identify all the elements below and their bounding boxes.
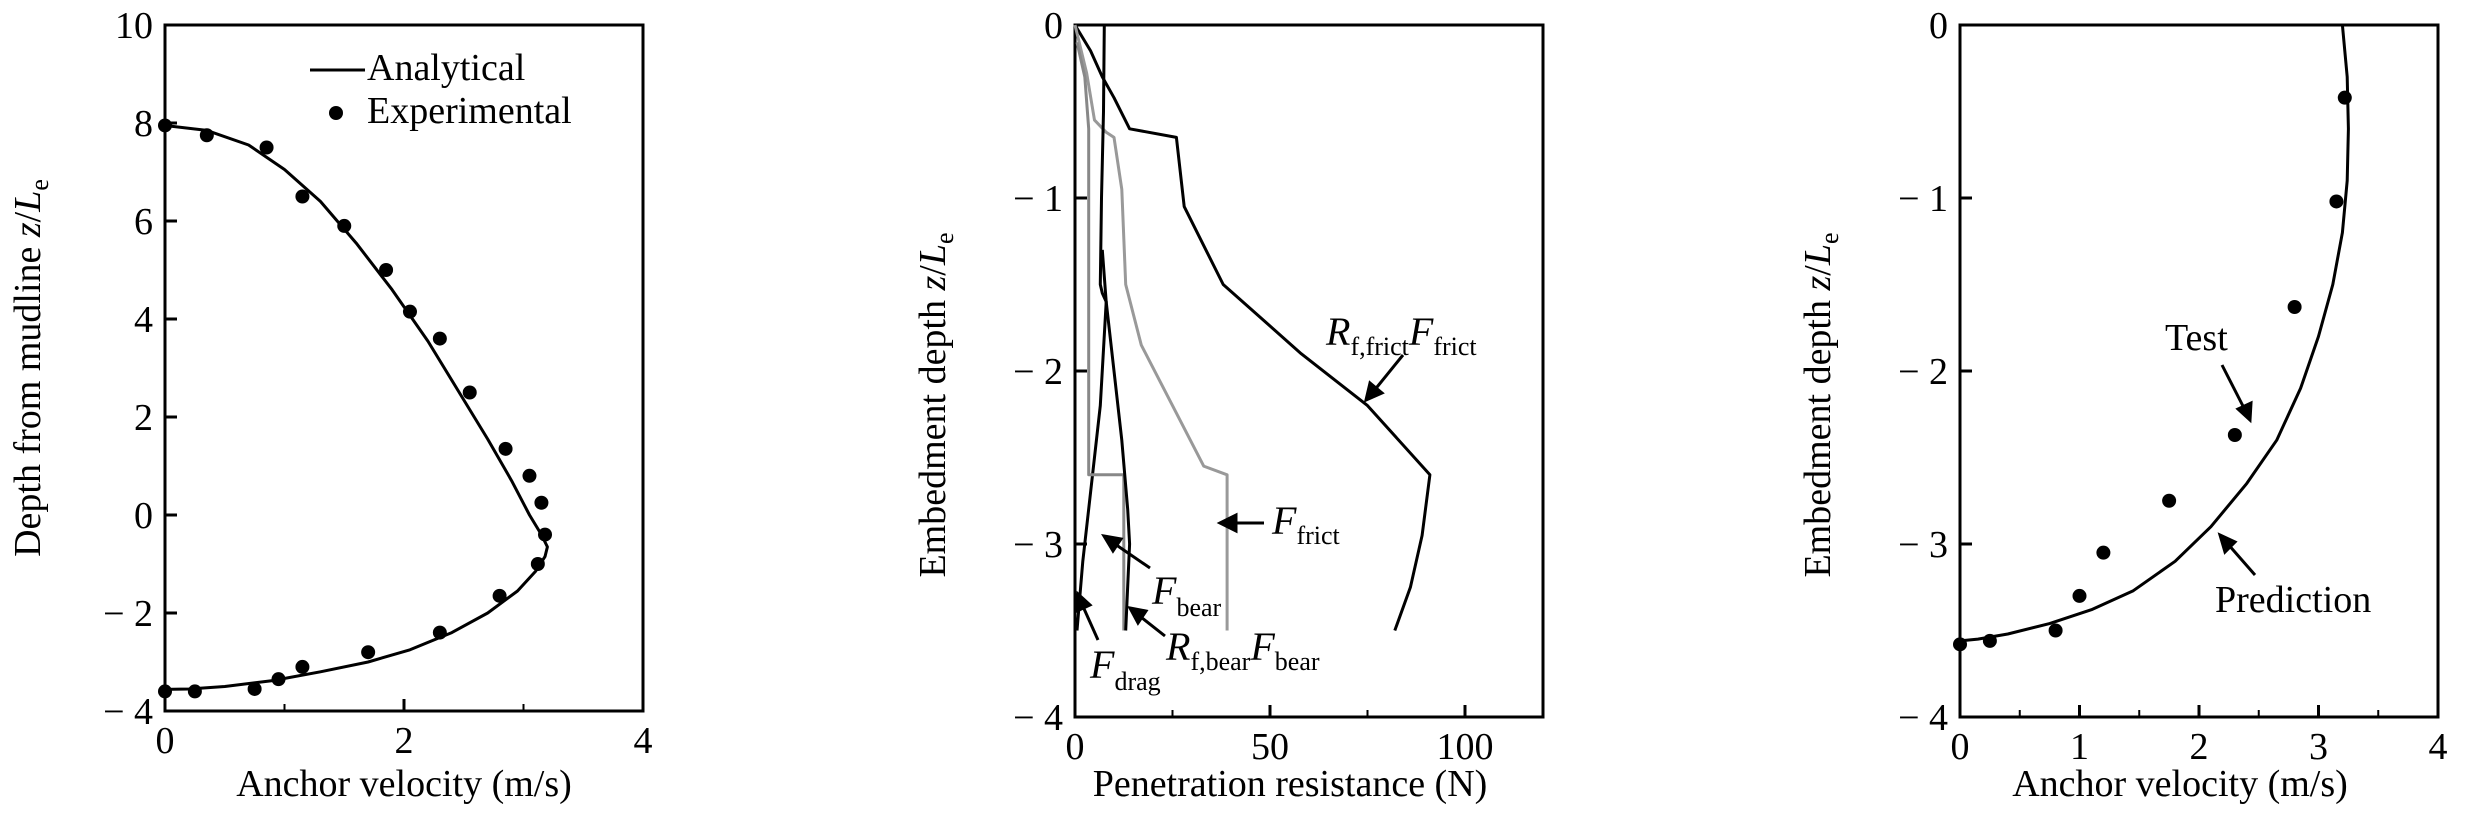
left-series-experimental-point	[259, 140, 274, 155]
left-ytick-label: 2	[134, 397, 153, 439]
left-ytick-label: 0	[134, 495, 153, 537]
arrow-fbear	[1111, 540, 1151, 570]
left-series-analytical-line	[164, 124, 549, 691]
left-series-experimental-point	[295, 189, 310, 204]
arrow-rf-frict	[1371, 354, 1405, 393]
right-series-test-point	[2072, 588, 2087, 603]
left-ytick-label: 4	[134, 299, 153, 341]
left-ytick-label: 6	[134, 201, 153, 243]
left-series-experimental-point	[462, 385, 477, 400]
middle-series-f-drag-line	[1075, 41, 1126, 631]
left-series-experimental-point	[295, 659, 310, 674]
right-xlabel: Anchor velocity (m/s)	[2012, 763, 2348, 805]
right-series-test-point	[2337, 90, 2352, 105]
middle-xtick-label: 100	[1437, 726, 1494, 768]
left-series-experimental-point	[492, 588, 507, 603]
left-series-experimental-point	[158, 684, 172, 699]
left-xtick-label: 2	[395, 720, 414, 762]
right-series-test-point	[2287, 299, 2302, 314]
annotation-fdrag: Fdrag	[1089, 642, 1161, 696]
right-series-test-point	[1982, 633, 1997, 648]
panel-left: 0 2 4 − 4 − 2 0 2 4 6 8 10 Anchor velocity (m/s) D…	[7, 5, 653, 805]
middle-series-f-frict-line	[1073, 24, 1229, 631]
middle-xlabel: Penetration resistance (N)	[1093, 763, 1488, 805]
middle-ytick-label: − 3	[1013, 524, 1063, 566]
right-series-test-point	[2096, 545, 2111, 560]
left-series-experimental-point	[534, 495, 549, 510]
left-series-experimental-point	[199, 128, 214, 143]
right-series-test-point	[1953, 637, 1967, 652]
right-series-test-point	[2227, 428, 2242, 443]
middle-series-f-bear-line	[1075, 24, 1108, 631]
middle-ytick-label: − 2	[1013, 351, 1063, 393]
left-series-experimental-point	[271, 672, 286, 687]
left-ytick-label: 8	[134, 103, 153, 145]
annotation-rf-bear-fbear: Rf,bearFbear	[1165, 624, 1320, 676]
arrow-prediction	[2225, 542, 2257, 576]
right-xtick-label: 3	[2309, 726, 2328, 768]
left-series-experimental-point	[187, 684, 202, 699]
right-ytick-label: − 3	[1898, 524, 1948, 566]
left-series-experimental-point	[337, 218, 352, 233]
arrow-fbear-head	[1101, 533, 1124, 554]
left-series-experimental-point	[402, 304, 417, 319]
left-xtick-label: 4	[634, 720, 653, 762]
right-ytick-label: − 1	[1898, 178, 1948, 220]
annotation-test: Test	[2165, 317, 2228, 359]
arrow-rf-frict-head	[1363, 380, 1385, 403]
left-series-experimental-point	[158, 118, 172, 133]
left-series-experimental-point	[538, 527, 553, 542]
left-xlabel: Anchor velocity (m/s)	[236, 763, 572, 805]
middle-ytick-label: 0	[1044, 5, 1063, 47]
arrow-rf-bear-head	[1127, 605, 1149, 626]
left-ytick-label: − 2	[103, 593, 153, 635]
arrow-test-head	[2235, 400, 2253, 424]
middle-ylabel: Embedment depth z/Le	[912, 232, 959, 577]
right-ytick-label: − 4	[1898, 697, 1948, 739]
legend-experimental-marker	[329, 106, 343, 120]
arrow-ffrict-head	[1216, 512, 1238, 534]
middle-series-r-f-bear-f-bear-line	[1100, 249, 1132, 631]
right-series-test-point	[2329, 194, 2344, 209]
panel-right: 0 1 2 3 4 0 − 1 − 2 − 3 − 4 Anchor velocity (m/s)…	[1797, 5, 2448, 805]
right-ylabel: Embedment depth z/Le	[1797, 232, 1844, 577]
left-series-experimental-point	[361, 645, 376, 660]
left-ytick-label: 10	[115, 5, 153, 47]
arrow-fdrag-head	[1075, 590, 1093, 614]
right-ytick-label: − 2	[1898, 351, 1948, 393]
right-series-prediction-line	[1959, 24, 2350, 643]
left-xtick-label: 0	[156, 720, 175, 762]
right-series-test-point	[2048, 623, 2063, 638]
left-series-experimental-point	[432, 625, 447, 640]
left-ylabel: Depth from mudline z/Le	[7, 179, 54, 557]
left-series-experimental-point	[530, 557, 545, 571]
right-xtick-label: 1	[2070, 726, 2089, 768]
middle-ytick-label: − 1	[1013, 178, 1063, 220]
right-series-test-point	[2162, 493, 2177, 508]
legend-analytical-label: Analytical	[367, 47, 525, 89]
arrow-test	[2220, 364, 2247, 411]
panel-middle: 0 50 100 0 − 1 − 2 − 3 − 4 Penetration resistan…	[912, 5, 1545, 805]
left-series-experimental-point	[379, 263, 394, 277]
left-series-experimental-point	[522, 468, 537, 483]
middle-xtick-label: 50	[1251, 726, 1289, 768]
annotation-fbear: Fbear	[1151, 568, 1222, 622]
middle-xtick-label: 0	[1066, 726, 1085, 768]
left-ytick-label: − 4	[103, 691, 153, 733]
legend-experimental-label: Experimental	[367, 90, 572, 132]
annotation-prediction: Prediction	[2215, 579, 2371, 621]
middle-ytick-label: − 4	[1013, 697, 1063, 739]
left-series-experimental-point	[247, 681, 262, 696]
left-series-experimental-point	[432, 331, 447, 346]
annotation-ffrict: Ffrict	[1271, 498, 1341, 550]
right-xtick-label: 2	[2190, 726, 2209, 768]
left-series-experimental-point	[498, 441, 513, 456]
right-xtick-label: 4	[2429, 726, 2448, 768]
right-xtick-label: 0	[1951, 726, 1970, 768]
right-ytick-label: 0	[1929, 5, 1948, 47]
annotation-rf-frict-ffrict: Rf,frictFfrict	[1325, 309, 1477, 361]
arrow-prediction-head	[2217, 532, 2238, 555]
